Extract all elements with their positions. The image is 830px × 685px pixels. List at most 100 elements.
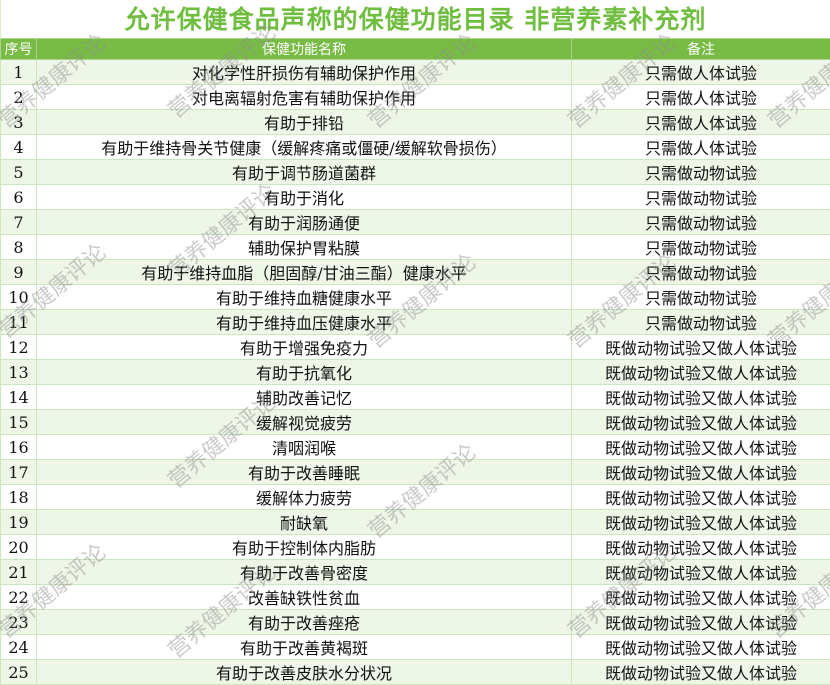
row-note: 既做动物试验又做人体试验 [572, 435, 830, 460]
row-note: 既做动物试验又做人体试验 [572, 610, 830, 635]
function-name: 有助于抗氧化 [37, 360, 572, 385]
row-note: 既做动物试验又做人体试验 [572, 385, 830, 410]
row-number: 10 [1, 285, 37, 310]
function-name: 改善缺铁性贫血 [37, 585, 572, 610]
function-name: 有助于润肠通便 [37, 210, 572, 235]
row-note: 既做动物试验又做人体试验 [572, 410, 830, 435]
row-note: 既做动物试验又做人体试验 [572, 335, 830, 360]
function-name: 清咽润喉 [37, 435, 572, 460]
function-name: 对化学性肝损伤有辅助保护作用 [37, 60, 572, 85]
row-number: 14 [1, 385, 37, 410]
function-name: 有助于增强免疫力 [37, 335, 572, 360]
row-number: 17 [1, 460, 37, 485]
row-number: 5 [1, 160, 37, 185]
row-number: 19 [1, 510, 37, 535]
row-number: 4 [1, 135, 37, 160]
row-note: 只需做人体试验 [572, 60, 830, 85]
row-number: 15 [1, 410, 37, 435]
function-name: 有助于排铅 [37, 110, 572, 135]
row-number: 8 [1, 235, 37, 260]
function-name: 对电离辐射危害有辅助保护作用 [37, 85, 572, 110]
header-row: 序号 保健功能名称 备注 [1, 39, 830, 60]
row-number: 7 [1, 210, 37, 235]
function-name: 有助于维持血糖健康水平 [37, 285, 572, 310]
header-number: 序号 [1, 39, 37, 60]
function-name: 有助于控制体内脂肪 [37, 535, 572, 560]
row-number: 3 [1, 110, 37, 135]
row-number: 1 [1, 60, 37, 85]
row-number: 12 [1, 335, 37, 360]
row-number: 23 [1, 610, 37, 635]
row-number: 22 [1, 585, 37, 610]
row-note: 只需做人体试验 [572, 85, 830, 110]
row-number: 2 [1, 85, 37, 110]
row-note: 只需做动物试验 [572, 210, 830, 235]
function-name: 有助于改善黄褐斑 [37, 635, 572, 660]
row-number: 16 [1, 435, 37, 460]
row-note: 既做动物试验又做人体试验 [572, 485, 830, 510]
row-note: 既做动物试验又做人体试验 [572, 635, 830, 660]
row-number: 9 [1, 260, 37, 285]
function-name: 有助于改善痤疮 [37, 610, 572, 635]
row-number: 24 [1, 635, 37, 660]
row-note: 只需做动物试验 [572, 285, 830, 310]
function-name: 缓解视觉疲劳 [37, 410, 572, 435]
row-note: 只需做人体试验 [572, 135, 830, 160]
row-note: 只需做动物试验 [572, 185, 830, 210]
row-note: 既做动物试验又做人体试验 [572, 585, 830, 610]
row-note: 既做动物试验又做人体试验 [572, 660, 830, 685]
row-number: 11 [1, 310, 37, 335]
row-note: 只需做人体试验 [572, 110, 830, 135]
row-note: 既做动物试验又做人体试验 [572, 535, 830, 560]
row-note: 只需做动物试验 [572, 160, 830, 185]
row-note: 既做动物试验又做人体试验 [572, 560, 830, 585]
page-title: 允许保健食品声称的保健功能目录 非营养素补充剂 [0, 0, 830, 38]
header-note: 备注 [572, 39, 830, 60]
row-note: 既做动物试验又做人体试验 [572, 510, 830, 535]
function-name: 有助于改善骨密度 [37, 560, 572, 585]
row-number: 25 [1, 660, 37, 685]
row-note: 既做动物试验又做人体试验 [572, 360, 830, 385]
function-name: 缓解体力疲劳 [37, 485, 572, 510]
header-function-name: 保健功能名称 [37, 39, 572, 60]
row-number: 18 [1, 485, 37, 510]
function-name: 辅助保护胃粘膜 [37, 235, 572, 260]
function-name: 有助于消化 [37, 185, 572, 210]
function-name: 有助于维持骨关节健康（缓解疼痛或僵硬/缓解软骨损伤） [37, 135, 572, 160]
row-note: 既做动物试验又做人体试验 [572, 460, 830, 485]
function-name: 有助于改善皮肤水分状况 [37, 660, 572, 685]
function-name: 耐缺氧 [37, 510, 572, 535]
row-note: 只需做动物试验 [572, 310, 830, 335]
row-note: 只需做动物试验 [572, 260, 830, 285]
row-number: 6 [1, 185, 37, 210]
row-number: 20 [1, 535, 37, 560]
function-name: 有助于改善睡眠 [37, 460, 572, 485]
row-number: 13 [1, 360, 37, 385]
